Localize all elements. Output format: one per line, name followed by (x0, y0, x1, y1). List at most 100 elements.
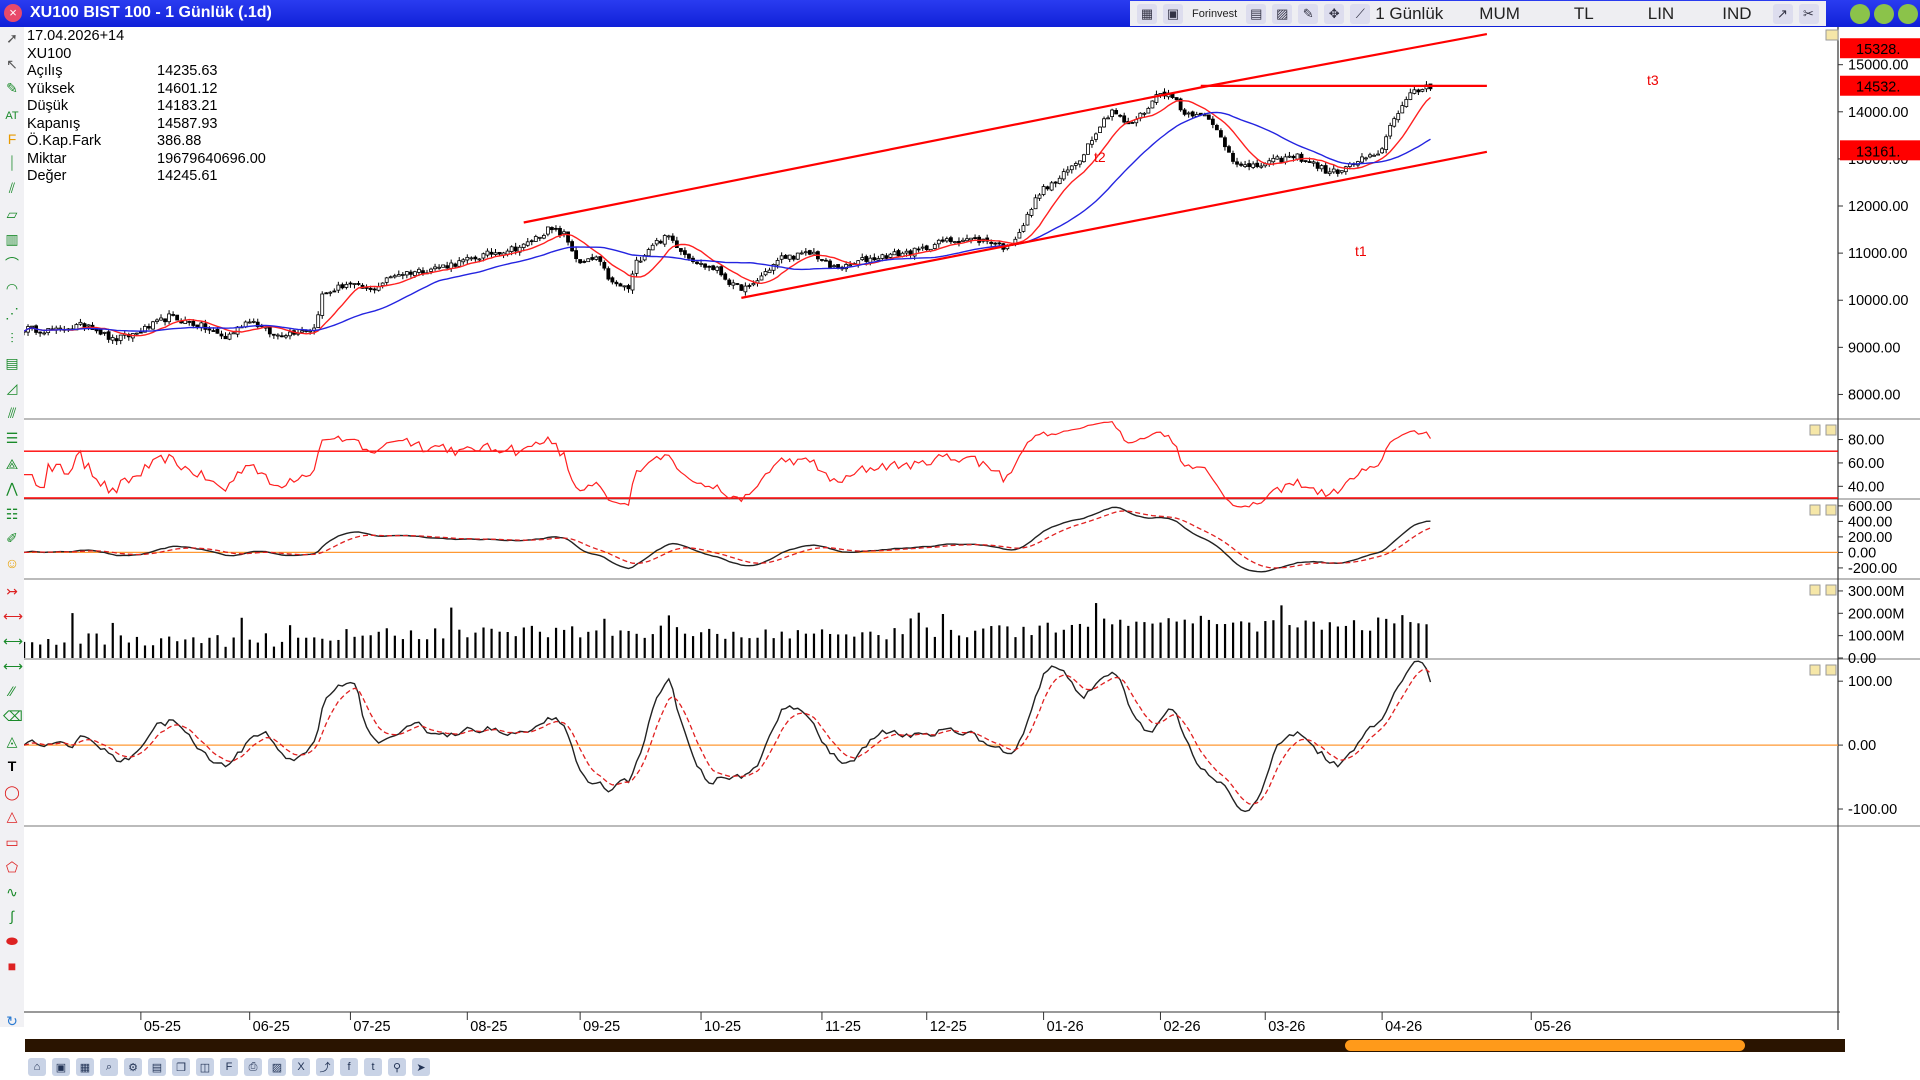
levels-icon[interactable]: ☰ (5, 430, 19, 446)
template-icon[interactable]: ▤ (148, 1058, 166, 1076)
save-icon[interactable]: ▣ (52, 1058, 70, 1076)
curve-icon[interactable]: ∫ (10, 908, 14, 924)
volume-bar (393, 635, 396, 658)
volume-bar (305, 637, 308, 658)
ladder-icon[interactable]: ☷ (5, 506, 19, 522)
channels-icon[interactable]: ⫻ (7, 405, 17, 421)
at-tool-icon[interactable]: AT (5, 110, 19, 122)
trendline-label-t2: t2 (1094, 149, 1106, 165)
candle-body (211, 330, 216, 332)
facebook-icon[interactable]: f (340, 1058, 358, 1076)
copy-icon[interactable]: ❐ (172, 1058, 190, 1076)
maximize-icon[interactable] (1874, 4, 1894, 24)
candle-body (759, 275, 764, 281)
eraser-icon[interactable]: ⌫ (3, 708, 23, 724)
ellipse-icon[interactable]: ◯ (4, 784, 20, 800)
grid-icon[interactable]: ▤ (1246, 3, 1267, 24)
ruler-icon[interactable]: ▱ (6, 206, 18, 222)
grid-tool-icon[interactable]: ▥ (5, 231, 19, 247)
candle-body (654, 240, 659, 245)
cursor-icon[interactable]: ➚ (6, 30, 18, 46)
period-selector[interactable]: 1 Günlük (1375, 3, 1444, 23)
candle-body (820, 259, 824, 261)
arrow-icon[interactable]: ↗ (1772, 3, 1793, 24)
currency-selector[interactable]: TL (1573, 3, 1594, 23)
refresh-icon[interactable]: ↻ (6, 1013, 18, 1029)
settings-icon[interactable]: ⚙ (124, 1058, 142, 1076)
pencil-tool-icon[interactable]: ✎ (6, 80, 18, 96)
candle-body (106, 331, 111, 340)
volume-bar (1401, 615, 1404, 658)
triangle-tool-icon[interactable]: ◿ (6, 380, 18, 396)
time-scrollbar[interactable] (25, 1039, 1845, 1052)
diagonal-icon[interactable]: ⁄⁄ (9, 683, 15, 699)
fib-fan-icon[interactable]: ⫶ (10, 330, 14, 346)
telegram-icon[interactable]: ➤ (412, 1058, 430, 1076)
candle-body (1396, 113, 1401, 121)
layout-icon[interactable]: ▦ (76, 1058, 94, 1076)
candle-body (316, 314, 321, 328)
indicator-button[interactable]: IND (1722, 3, 1752, 23)
filled-rect-icon[interactable]: ■ (7, 958, 17, 974)
arc-icon[interactable]: ⌒ (5, 256, 19, 272)
zoom-icon[interactable]: ⌕ (100, 1058, 118, 1076)
volume-bar (812, 633, 816, 658)
volume-bar (595, 630, 598, 658)
twitter-icon[interactable]: t (364, 1058, 382, 1076)
move-icon[interactable]: ✥ (1324, 3, 1345, 24)
scale-selector[interactable]: LIN (1647, 3, 1675, 23)
print-icon[interactable]: ⎙ (244, 1058, 262, 1076)
gann-fan-icon[interactable]: ⟁ (5, 456, 19, 472)
pointer-icon[interactable]: ↖ (6, 56, 18, 72)
filled-ellipse-icon[interactable]: ⬬ (6, 933, 18, 949)
minimize-icon[interactable] (1850, 4, 1870, 24)
rectangle-icon[interactable]: ▭ (5, 834, 19, 850)
x-tick-label: 12-25 (930, 1019, 967, 1035)
gann-icon[interactable]: ▤ (5, 355, 19, 371)
channel-icon[interactable]: ⫽ (8, 180, 16, 196)
triangle-icon[interactable]: △ (6, 808, 18, 824)
volume-bar (103, 644, 106, 658)
formula-icon[interactable]: F (220, 1058, 238, 1076)
share-icon[interactable]: ⤴ (316, 1058, 334, 1076)
scrollbar-thumb[interactable] (1345, 1040, 1745, 1051)
smiley-icon[interactable]: ☺ (4, 555, 20, 571)
candle-body (195, 324, 200, 328)
text-tool-icon[interactable]: T (7, 758, 17, 774)
database-icon[interactable]: ◫ (196, 1058, 214, 1076)
wave-icon[interactable]: ∿ (6, 884, 18, 900)
candle-body (803, 251, 808, 254)
arrow-marker-icon[interactable]: ↣ (6, 583, 18, 599)
volume-bar (1086, 626, 1090, 658)
fibonacci-icon[interactable]: F (7, 131, 17, 147)
pencil-icon[interactable]: ✎ (1298, 3, 1319, 24)
close-icon[interactable]: × (4, 4, 22, 22)
calendar-icon[interactable]: ▦ (1137, 3, 1157, 24)
chart-type-selector[interactable]: MUM (1479, 3, 1520, 23)
volume-bar (1248, 622, 1251, 658)
fan-icon[interactable]: ⋰ (5, 305, 19, 321)
period-range-icon[interactable]: ⟷ (3, 658, 24, 674)
ohlc-info-panel: 17.04.2026+14 XU100 Açılış 14235.63 Yükse… (27, 28, 266, 186)
ruler2-icon[interactable]: ◬ (6, 733, 18, 749)
image-icon[interactable]: ▨ (268, 1058, 286, 1076)
excel-icon[interactable]: X (292, 1058, 310, 1076)
pin-icon[interactable]: ⚲ (388, 1058, 406, 1076)
home-icon[interactable]: ⌂ (28, 1058, 46, 1076)
chart-icon[interactable]: ▨ (1272, 3, 1293, 24)
vertical-line-icon[interactable]: ⏐ (8, 155, 16, 171)
range-icon[interactable]: ⟷ (3, 633, 24, 649)
highlighter-icon[interactable]: ✐ (6, 530, 18, 546)
pentagon-icon[interactable]: ⬠ (5, 859, 19, 875)
line-tool-icon[interactable]: ⟋ (1350, 3, 1371, 24)
measure-icon[interactable]: ⟷ (3, 608, 24, 624)
candle-body (1219, 130, 1223, 138)
volume-bar (1006, 626, 1009, 658)
folder-icon[interactable]: ▣ (1163, 3, 1183, 24)
spiral-icon[interactable]: ◠ (5, 280, 19, 296)
restore-icon[interactable] (1898, 4, 1918, 24)
tools-icon[interactable]: ✂ (1798, 3, 1819, 24)
volume-bar (208, 637, 211, 658)
zigzag-icon[interactable]: ⋀ (6, 480, 18, 496)
